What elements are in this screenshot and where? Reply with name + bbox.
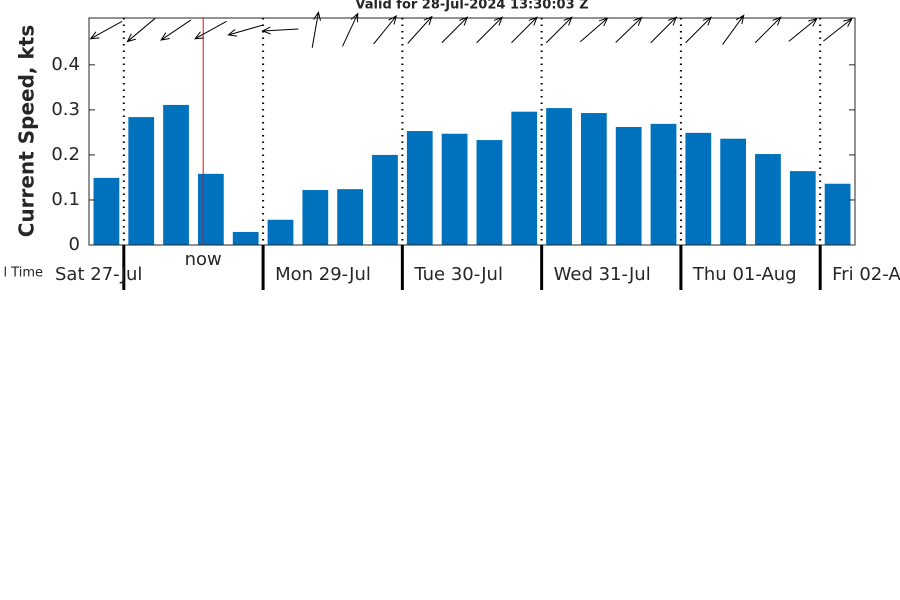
- direction-arrow: [227, 24, 264, 37]
- bar: [685, 132, 712, 245]
- direction-arrow: [89, 20, 123, 40]
- y-tick-label: 0.2: [51, 144, 80, 165]
- x-tick-label: Mon 29-Jul: [275, 264, 371, 285]
- bar: [546, 108, 572, 245]
- direction-arrow: [311, 11, 321, 48]
- direction-arrow: [476, 16, 504, 44]
- direction-arrow: [373, 15, 398, 45]
- direction-arrow: [685, 16, 712, 44]
- plot-frame: [88, 17, 856, 246]
- y-tick-label: 0.3: [51, 99, 80, 120]
- bar: [197, 173, 224, 245]
- y-tick-label: 0: [69, 234, 80, 255]
- bar: [441, 133, 468, 245]
- bar: [511, 111, 538, 245]
- direction-arrow: [650, 16, 678, 44]
- bar: [650, 123, 677, 245]
- direction-arrow: [545, 16, 573, 44]
- bar: [372, 154, 398, 245]
- y-axis-label: Current Speed, kts: [15, 25, 39, 237]
- bar: [476, 140, 503, 245]
- direction-arrow: [754, 16, 782, 44]
- direction-arrow: [441, 16, 469, 44]
- direction-arrow: [194, 20, 227, 40]
- x-tick-label: Sat 27-Jul: [55, 264, 142, 285]
- y-tick-label: 0.4: [51, 54, 80, 75]
- x-tick-label: Fri 02-A: [832, 264, 900, 285]
- now-label: now: [185, 249, 222, 270]
- chart-title: Valid for 28-Jul-2024 13:30:03 Z: [355, 0, 588, 13]
- bar: [337, 189, 364, 245]
- direction-arrow: [261, 26, 299, 35]
- bar: [580, 113, 607, 246]
- bar: [302, 190, 329, 245]
- bar: [232, 231, 259, 245]
- bar: [824, 183, 851, 245]
- bar: [128, 117, 155, 245]
- direction-arrow: [788, 17, 818, 42]
- bar: [755, 154, 781, 245]
- direction-arrow: [511, 16, 538, 44]
- bar: [789, 171, 816, 245]
- bar: [615, 126, 642, 245]
- direction-arrow: [126, 18, 156, 43]
- direction-arrow: [615, 16, 643, 43]
- direction-arrow: [823, 18, 853, 42]
- x-axis-label: l Time: [3, 266, 43, 281]
- y-tick-label: 0.1: [51, 189, 80, 210]
- direction-arrow: [342, 12, 359, 47]
- bar: [720, 138, 747, 245]
- bar: [163, 104, 189, 245]
- direction-arrow: [722, 14, 745, 45]
- x-tick-label: Tue 30-Jul: [413, 264, 503, 285]
- bar: [93, 177, 120, 245]
- x-tick-label: Thu 01-Aug: [692, 264, 797, 285]
- direction-arrow: [160, 19, 192, 41]
- direction-arrow: [579, 17, 609, 43]
- bar: [267, 219, 294, 245]
- x-tick-label: Wed 31-Jul: [554, 264, 651, 285]
- direction-arrow: [407, 15, 433, 44]
- bar: [406, 131, 433, 245]
